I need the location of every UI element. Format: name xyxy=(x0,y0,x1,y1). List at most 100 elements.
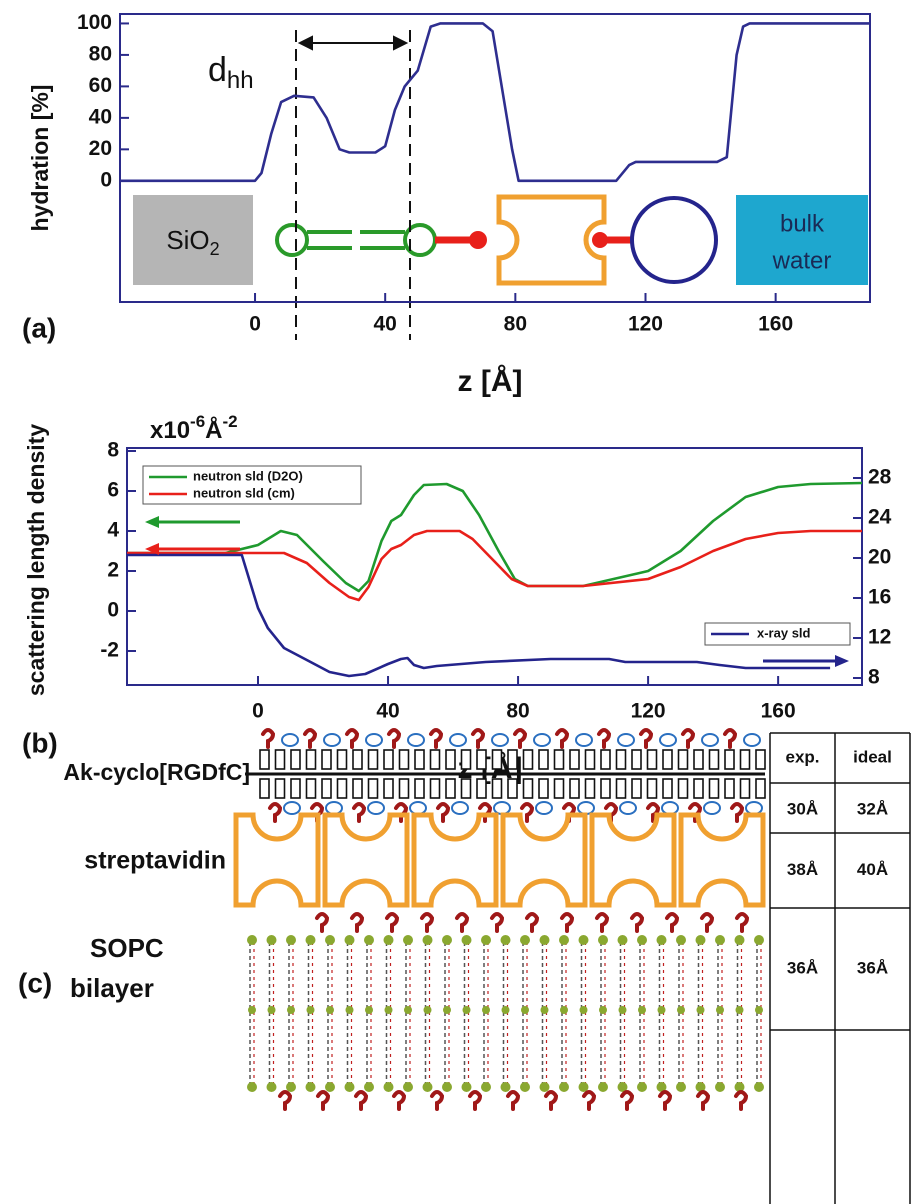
data-line xyxy=(127,529,862,602)
dhh-arrow xyxy=(297,35,409,51)
lipid-head xyxy=(754,1082,764,1092)
streptavidin-icon xyxy=(233,812,321,908)
lipid-head xyxy=(708,749,720,770)
x-tick-label: 160 xyxy=(758,313,793,336)
biotin-anchor xyxy=(665,912,680,933)
lipid-head xyxy=(491,749,503,770)
lipid-head xyxy=(631,749,642,770)
data-line xyxy=(127,553,831,678)
biotin-anchor xyxy=(436,802,451,823)
y-tick-label: -2 xyxy=(100,639,119,662)
table-header: ideal xyxy=(853,747,892,766)
biotin-anchor xyxy=(544,1090,559,1111)
x-tick-label: 0 xyxy=(252,700,264,723)
lipid-head xyxy=(398,778,410,799)
lipid-head xyxy=(306,1006,315,1014)
lipid-head xyxy=(500,1082,511,1092)
unit-exponent: -6 xyxy=(190,412,205,431)
lipid-head xyxy=(734,935,745,945)
table-header: exp. xyxy=(785,747,819,766)
y2-tick-label: 12 xyxy=(868,626,891,649)
lipid-head xyxy=(403,1082,413,1092)
legend-box xyxy=(704,622,851,646)
plot-frame xyxy=(126,447,863,686)
lipid-head xyxy=(560,1006,568,1014)
legend-box xyxy=(142,465,362,505)
lipid-head xyxy=(657,1006,666,1014)
lipid-head xyxy=(716,1006,724,1014)
y-tick-label: 100 xyxy=(77,11,112,34)
lipid-head xyxy=(695,935,706,945)
lipid-head xyxy=(724,749,735,770)
lipid-head xyxy=(344,935,355,945)
lipid-head xyxy=(414,778,425,799)
y-tick-label: 2 xyxy=(107,559,119,582)
lipid-head xyxy=(429,749,441,770)
lipid-head xyxy=(520,935,530,945)
lipid-head xyxy=(638,1006,646,1014)
rgd-peptide xyxy=(281,733,299,747)
biotin-anchor xyxy=(513,728,528,749)
y-tick-label: 0 xyxy=(107,599,119,622)
lipid-head xyxy=(460,778,472,799)
lipid-head xyxy=(578,935,589,945)
lipid-head xyxy=(693,778,704,799)
streptavidin-icon xyxy=(411,812,499,908)
lipid-head xyxy=(507,778,518,799)
lipid-head xyxy=(539,1082,550,1092)
x-tick-label: 0 xyxy=(249,313,261,336)
water-box xyxy=(736,195,868,285)
lipid-head xyxy=(656,935,667,945)
lipid-head xyxy=(364,935,374,945)
substrate-box xyxy=(133,195,253,285)
substrate-base: SiO xyxy=(166,225,209,255)
lipid-head xyxy=(286,1082,296,1092)
rgd-peptide xyxy=(323,733,341,747)
lipid-head xyxy=(538,749,549,770)
lipid-head xyxy=(462,1006,471,1014)
y2-tick-label: 24 xyxy=(868,506,892,529)
rgd-peptide xyxy=(617,733,635,747)
table-cell: 32Å xyxy=(857,799,888,818)
lipid-head xyxy=(422,1082,433,1092)
biotin-anchor xyxy=(506,1090,521,1111)
lipid-head xyxy=(662,749,673,770)
lipid-head xyxy=(305,935,316,945)
unit-base: x10 xyxy=(150,417,190,444)
lipid-head xyxy=(383,749,394,770)
biotin-anchor xyxy=(597,728,612,749)
lipid-head xyxy=(676,935,686,945)
panel-label: (c) xyxy=(18,967,52,998)
streptavidin-icon xyxy=(322,812,410,908)
axis-arrow-head xyxy=(145,516,159,528)
y2-tick-label: 8 xyxy=(868,666,880,689)
lipid-head xyxy=(482,1006,490,1014)
lipid-head xyxy=(520,1082,530,1092)
biotin-anchor xyxy=(730,802,745,823)
lipid-head xyxy=(247,935,257,945)
rgd-peptide xyxy=(619,801,637,815)
biotin-anchor xyxy=(582,1090,597,1111)
lipid-head xyxy=(336,749,348,770)
lipid-head xyxy=(693,749,704,770)
lipid-head xyxy=(290,749,301,770)
lipid-head xyxy=(695,1082,706,1092)
rgd-peptide xyxy=(703,801,721,815)
panel-label: (a) xyxy=(22,312,56,343)
lipid-head xyxy=(461,1082,472,1092)
lipid-head xyxy=(445,749,456,770)
rgd-peptide xyxy=(575,733,593,747)
biotin-anchor xyxy=(387,728,402,749)
lipid-head xyxy=(631,778,642,799)
vesicle-icon xyxy=(630,196,718,284)
biotin xyxy=(469,231,487,249)
lipid-head xyxy=(422,935,433,945)
rgd-peptide xyxy=(533,733,551,747)
lipid-head xyxy=(403,935,413,945)
y-tick-label: 20 xyxy=(89,137,112,160)
biotin-anchor xyxy=(350,912,365,933)
lipid-head xyxy=(414,749,425,770)
lipid-head xyxy=(352,778,363,799)
lipid-head xyxy=(398,749,410,770)
